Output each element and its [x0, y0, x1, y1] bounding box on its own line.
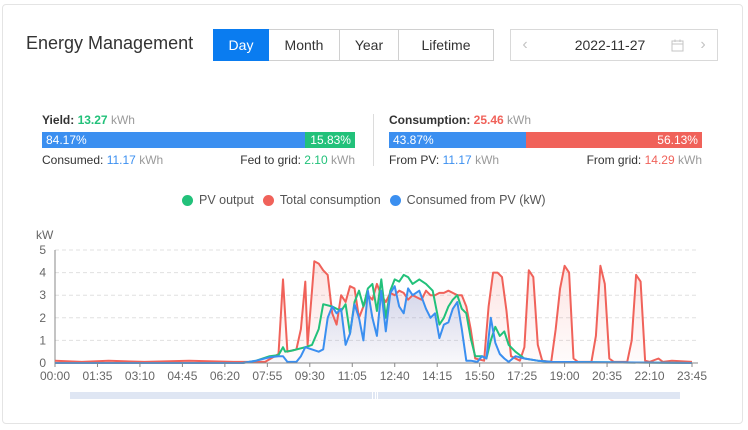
svg-text:09:30: 09:30 [295, 369, 325, 383]
tab-day[interactable]: Day [213, 29, 269, 61]
svg-text:12:40: 12:40 [380, 369, 410, 383]
fed-to-grid-stat: Fed to grid: 2.10 kWh [240, 153, 355, 167]
from-grid-unit: kWh [678, 153, 702, 167]
svg-text:19:00: 19:00 [550, 369, 580, 383]
yield-summary: Yield: 13.27 kWh 84.17% 15.83% Consumed:… [42, 113, 355, 167]
consumption-label: Consumption: [389, 113, 471, 127]
y-axis-unit: kW [36, 228, 54, 242]
consumption-bar: 43.87% 56.13% [389, 132, 702, 148]
page-title: Energy Management [26, 33, 194, 53]
chart-legend: PV output Total consumption Consumed fro… [182, 193, 555, 207]
svg-text:06:20: 06:20 [210, 369, 240, 383]
chevron-left-icon[interactable]: ‹ [522, 36, 528, 53]
tab-year[interactable]: Year [340, 29, 399, 61]
tab-day-label: Day [228, 37, 254, 53]
svg-text:17:25: 17:25 [507, 369, 537, 383]
svg-text:03:10: 03:10 [125, 369, 155, 383]
consumption-summary: Consumption: 25.46 kWh 43.87% 56.13% Fro… [389, 113, 702, 167]
yield-fed-segment: 15.83% [305, 132, 355, 148]
zoom-grip-icon[interactable] [372, 392, 378, 399]
svg-text:3: 3 [39, 288, 46, 302]
yield-consumed-segment: 84.17% [42, 132, 306, 148]
yield-breakdown: Consumed: 11.17 kWh Fed to grid: 2.10 kW… [42, 153, 355, 167]
svg-text:04:45: 04:45 [167, 369, 197, 383]
legend-pv-output[interactable]: PV output [182, 193, 254, 207]
consumed-value: 11.17 [106, 153, 136, 167]
fed-unit: kWh [331, 153, 355, 167]
power-line-chart[interactable]: kW 0 1 2 3 4 5 00:00 01:35 03:10 04:45 06:20 07:55… [0, 225, 748, 405]
tab-month-label: Month [284, 37, 324, 53]
svg-text:14:15: 14:15 [422, 369, 452, 383]
from-grid-stat: From grid: 14.29 kWh [587, 153, 702, 167]
chevron-right-icon[interactable]: › [700, 36, 706, 53]
svg-text:2: 2 [39, 311, 46, 325]
x-axis: 00:00 01:35 03:10 04:45 06:20 07:55 09:30 11:05… [40, 362, 707, 383]
tab-lifetime-label: Lifetime [421, 37, 471, 53]
svg-text:01:35: 01:35 [82, 369, 112, 383]
chart-grid: 0 1 2 3 4 5 [39, 243, 698, 370]
svg-text:20:35: 20:35 [592, 369, 622, 383]
yield-heading: Yield: 13.27 kWh [42, 113, 355, 127]
legend-consumed-from-pv[interactable]: Consumed from PV (kW) [389, 193, 546, 207]
consumption-grid-segment: 56.13% [526, 132, 702, 148]
from-pv-value: 11.17 [442, 153, 472, 167]
svg-text:1: 1 [39, 333, 46, 347]
yield-value: 13.27 [77, 113, 108, 127]
fed-value: 2.10 [304, 153, 328, 167]
consumption-unit: kWh [507, 113, 532, 127]
chart-series [54, 260, 693, 364]
calendar-icon[interactable] [665, 39, 689, 52]
tab-month[interactable]: Month [269, 29, 340, 61]
legend-total-consumption[interactable]: Total consumption [262, 193, 381, 207]
svg-text:22:10: 22:10 [635, 369, 665, 383]
svg-text:07:55: 07:55 [252, 369, 282, 383]
svg-text:5: 5 [39, 243, 46, 257]
consumed-from-pv-dot-icon [389, 194, 401, 206]
from-pv-label: From PV: [389, 153, 440, 167]
yield-bar: 84.17% 15.83% [42, 132, 355, 148]
consumption-pv-segment: 43.87% [389, 132, 527, 148]
consumption-value: 25.46 [473, 113, 504, 127]
period-tabs: Day Month Year Lifetime [213, 29, 494, 61]
svg-text:00:00: 00:00 [40, 369, 70, 383]
svg-text:0: 0 [39, 356, 46, 370]
svg-text:15:50: 15:50 [465, 369, 495, 383]
tab-year-label: Year [354, 37, 384, 53]
consumption-heading: Consumption: 25.46 kWh [389, 113, 702, 127]
tab-lifetime[interactable]: Lifetime [399, 29, 494, 61]
yield-unit: kWh [110, 113, 135, 127]
total-consumption-dot-icon [262, 194, 274, 206]
from-pv-stat: From PV: 11.17 kWh [389, 153, 499, 167]
date-picker[interactable]: ‹ 2022-11-27 › [510, 29, 718, 61]
pv-output-dot-icon [182, 194, 193, 206]
date-value[interactable]: 2022-11-27 [574, 37, 646, 53]
fed-label: Fed to grid: [240, 153, 301, 167]
svg-text:11:05: 11:05 [338, 369, 367, 383]
from-grid-label: From grid: [586, 153, 642, 167]
svg-text:23:45: 23:45 [677, 369, 707, 383]
from-grid-value: 14.29 [644, 153, 675, 167]
from-pv-unit: kWh [475, 153, 500, 167]
data-zoom-slider[interactable] [70, 392, 680, 399]
svg-text:4: 4 [39, 266, 46, 280]
consumption-breakdown: From PV: 11.17 kWh From grid: 14.29 kWh [389, 153, 702, 167]
summary-divider [373, 114, 374, 166]
legend-total-consumption-label: Total consumption [279, 193, 381, 207]
consumed-unit: kWh [139, 153, 164, 167]
legend-consumed-from-pv-label: Consumed from PV (kW) [406, 193, 546, 207]
consumed-stat: Consumed: 11.17 kWh [42, 153, 163, 167]
yield-label: Yield: [42, 113, 75, 127]
consumed-label: Consumed: [42, 153, 104, 167]
legend-pv-output-label: PV output [199, 193, 254, 207]
